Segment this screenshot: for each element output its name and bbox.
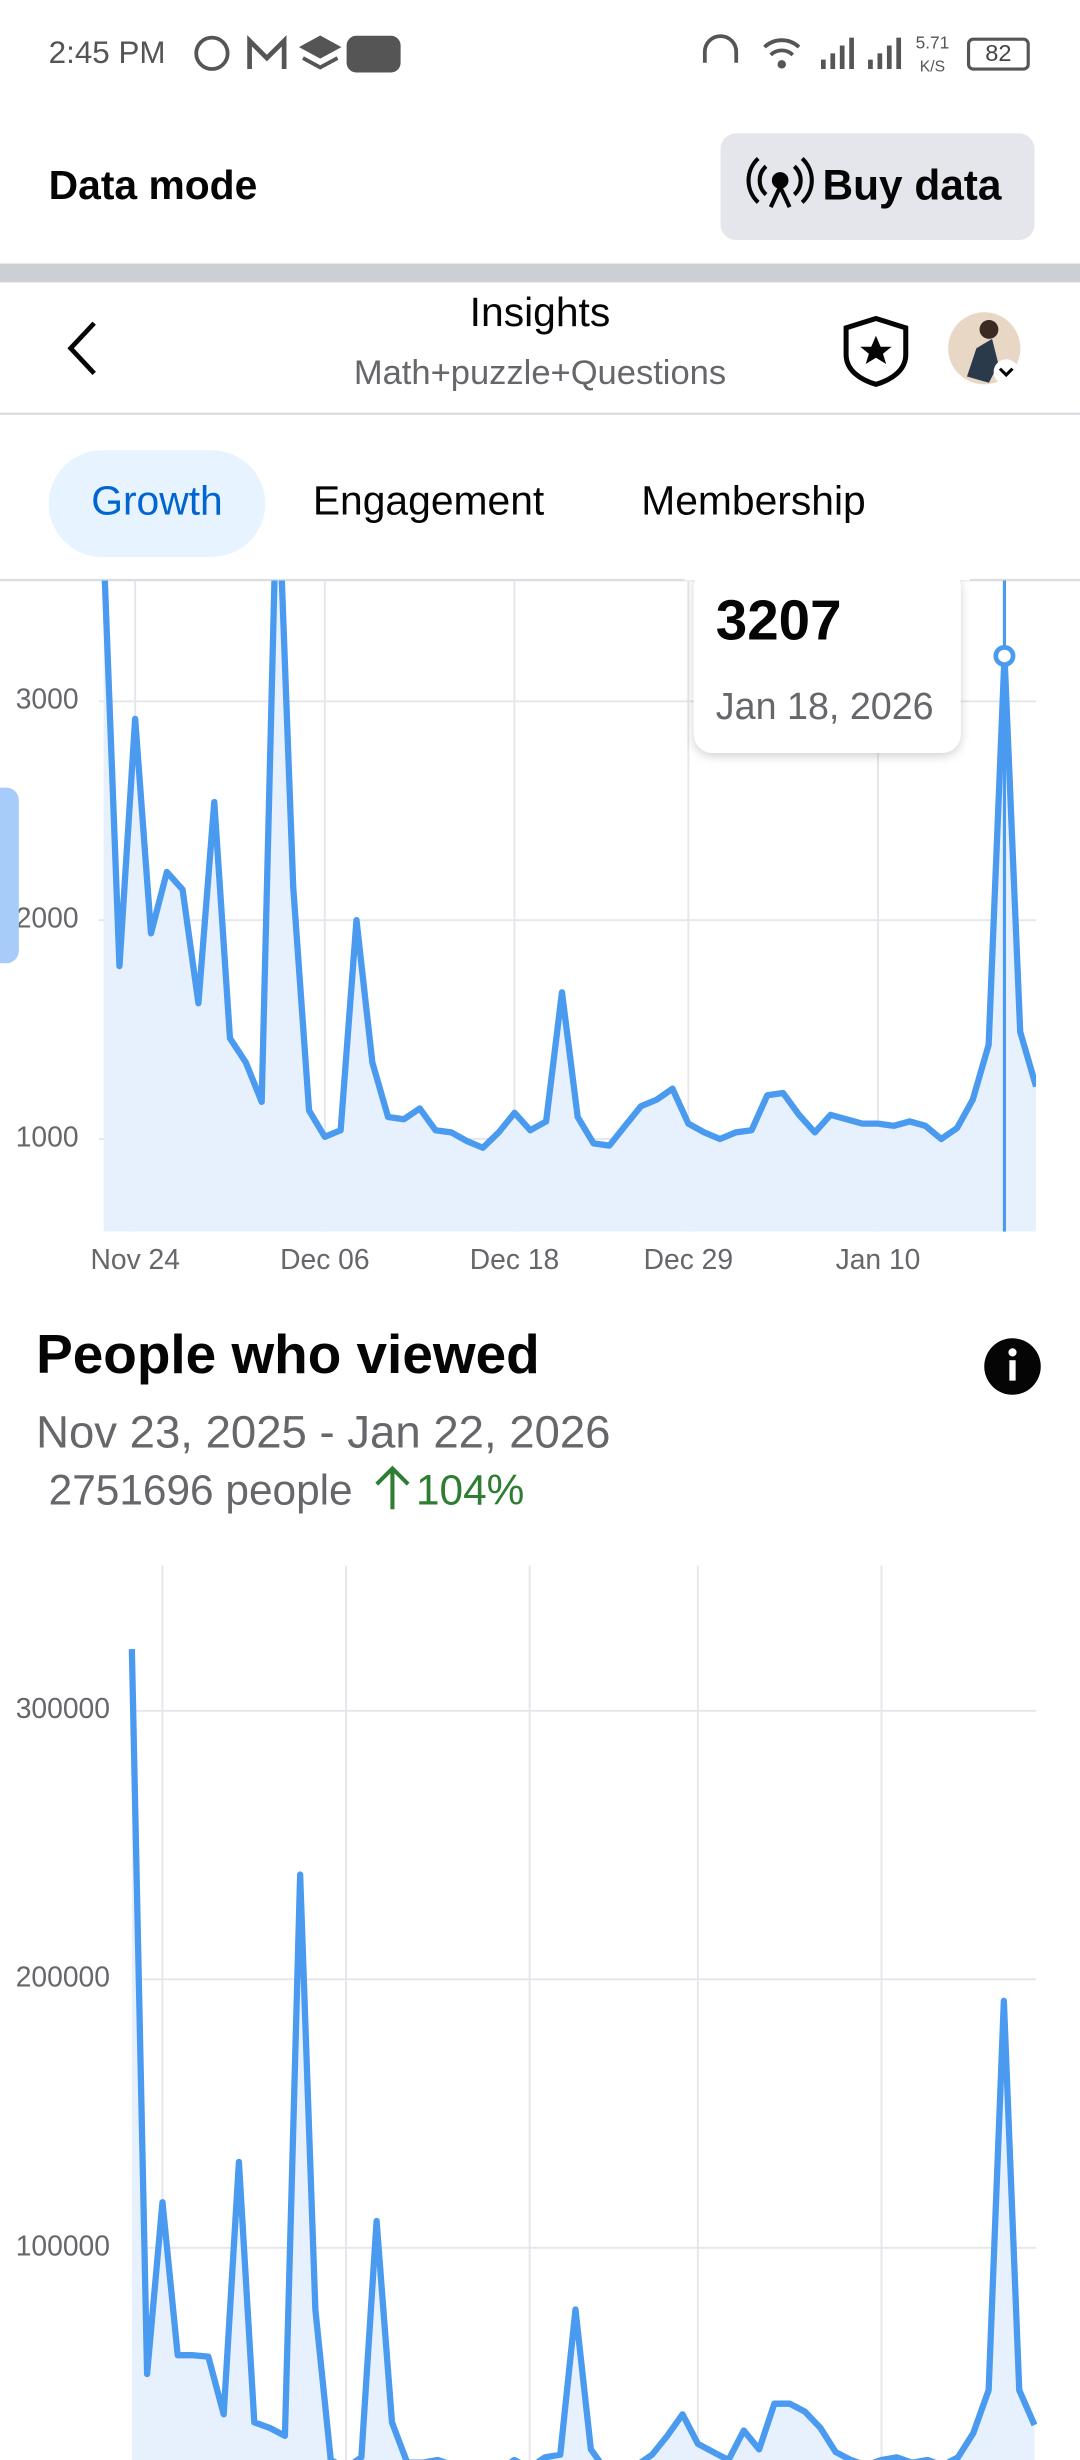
avatar-menu[interactable] (993, 359, 1019, 385)
series-line (101, 580, 1037, 1151)
battery-level: 82 (985, 40, 1011, 66)
x-tick-label: Dec 18 (470, 1243, 559, 1275)
y-tick-label: 2000 (16, 902, 79, 934)
divider (0, 578, 1080, 582)
y-tick-label: 200000 (16, 1961, 110, 1993)
series-area (131, 1649, 1035, 2460)
up-arrow (375, 1465, 410, 1510)
series-line (128, 1648, 1038, 2460)
tab[interactable]: Growth (91, 477, 223, 523)
header-title: Insights (470, 289, 611, 335)
x-tick-label: Dec 06 (280, 1243, 369, 1275)
tooltip-date: Jan 18, 2026 (716, 685, 934, 727)
chart: Nov 24 Dec 06 Dec 18 Dec 29 Jan 10 1000 2000 30… (16, 580, 1037, 1275)
y-tick-label: 100000 (16, 2229, 110, 2261)
tooltip-cover (684, 558, 971, 581)
avatar-figure (966, 338, 999, 383)
status-time: 2:45 PM (49, 35, 166, 70)
tab[interactable]: Membership (641, 477, 866, 523)
y-tick-label: 1000 (16, 1120, 79, 1152)
battery (966, 37, 1030, 71)
data-mode-label: Data mode (49, 162, 258, 208)
x-tick-label: Jan 10 (836, 1243, 921, 1275)
status-icons (194, 34, 801, 73)
buy-data-button[interactable] (720, 133, 1035, 241)
buy-data-text[interactable]: Buy data (823, 161, 1002, 208)
separator (0, 263, 1080, 283)
signal-bars (820, 37, 902, 70)
tooltip-value: 3207 (716, 588, 842, 651)
chart: 100000 200000 300000 (16, 1565, 1038, 2460)
x-tick-label: Dec 29 (644, 1243, 733, 1275)
divider (0, 412, 1080, 415)
badge-star (860, 335, 892, 364)
change: 104% (416, 1467, 524, 1514)
admin-badge[interactable] (843, 315, 909, 387)
avatar-head (979, 320, 999, 339)
y-tick-label: 3000 (16, 683, 79, 715)
info-dot (1008, 1348, 1017, 1357)
net-speed: 5.71 (916, 32, 950, 52)
hover-point (993, 645, 1016, 667)
net-speed-unit: K/S (920, 59, 945, 76)
info-stem (1009, 1360, 1016, 1381)
tooltip-layer: 3207 Jan 18, 2026 (684, 558, 1016, 1232)
y-tick-label: 300000 (16, 1692, 110, 1724)
series-area (103, 580, 1037, 1232)
antenna-icon (746, 156, 814, 208)
x-tick-label: Nov 24 (90, 1243, 179, 1275)
tooltip (693, 567, 961, 754)
tab[interactable]: Engagement (313, 477, 545, 523)
avatar-chevron (998, 367, 1014, 378)
date-range: Nov 23, 2025 - Jan 22, 2026 (36, 1407, 610, 1458)
header-subtitle: Math+puzzle+Questions (354, 354, 726, 392)
summary: 2751696 people (49, 1467, 353, 1514)
section-title: People who viewed (36, 1323, 540, 1385)
tab-active-bg[interactable] (48, 450, 266, 557)
scroll-handle[interactable] (0, 787, 19, 964)
back-button[interactable] (67, 321, 96, 376)
